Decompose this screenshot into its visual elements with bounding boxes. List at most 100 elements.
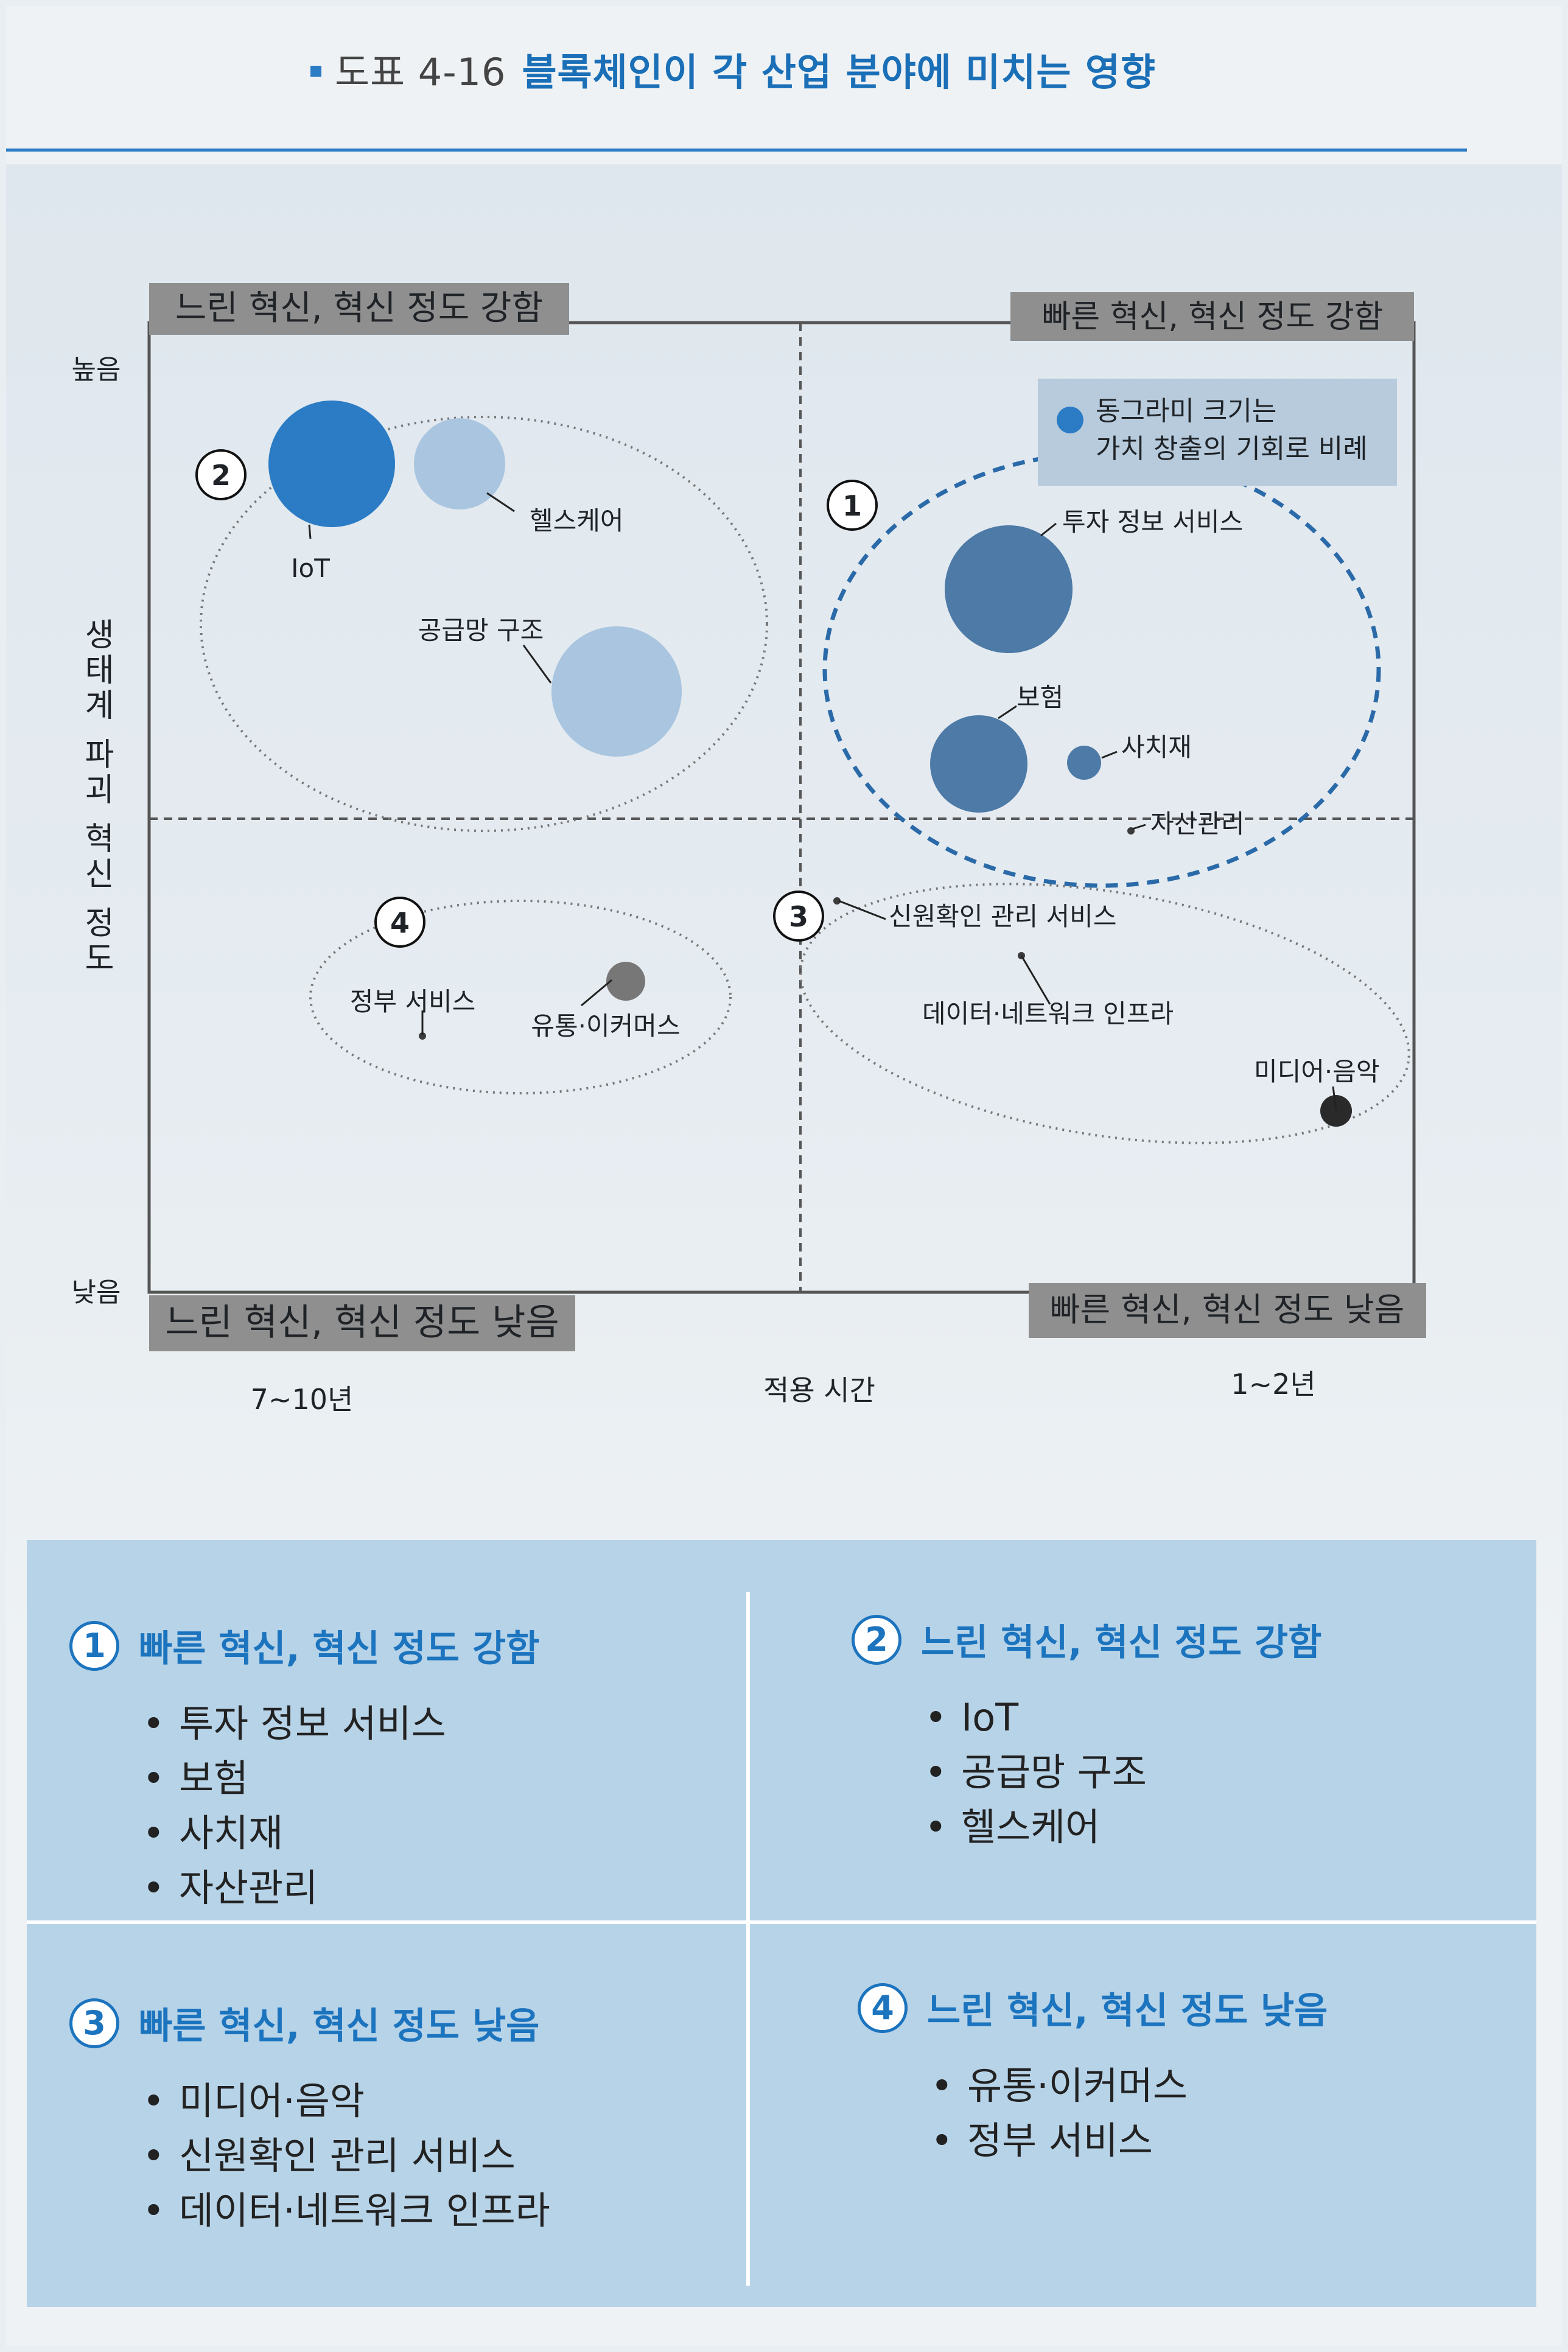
y-axis-low-label: 낮음 [72, 1277, 121, 1308]
summary-heading-2-text: 느린 혁신, 혁신 정도 강함 [921, 1622, 1322, 1664]
blockchain-impact-diagram: 느린 혁신, 혁신 정도 강함 빠른 혁신, 혁신 정도 강함 느린 혁신, 혁… [72, 283, 1426, 1416]
summary-vertical-divider [746, 1592, 750, 2286]
summary-badge-1: 1 [69, 1620, 119, 1671]
leader-supply-chain [522, 645, 552, 684]
quadrant-tag-top-right-text: 빠른 혁신, 혁신 정도 강함 [1041, 299, 1383, 335]
summary-cell-1: 1 빠른 혁신, 혁신 정도 강함 투자 정보 서비스 보험 사치재 자산관리 [69, 1619, 539, 1916]
leader-insurance [998, 705, 1017, 719]
summary-heading-1-text: 빠른 혁신, 혁신 정도 강함 [139, 1628, 540, 1670]
summary-heading-2: 2 느린 혁신, 혁신 정도 강함 [852, 1613, 1321, 1666]
group-badge-1: 1 [827, 480, 878, 531]
book-page: 도표 4-16 블록체인이 각 산업 분야에 미치는 영향 느린 혁신, 혁신 정… [6, 6, 1562, 2346]
group-badge-2-text: 2 [211, 459, 231, 492]
label-asset: 자산관리 [1150, 809, 1245, 839]
bubble-healthcare [414, 418, 505, 509]
bubble-credit [833, 897, 841, 905]
group-3-outline [799, 883, 1410, 1144]
quadrant-tag-top-left-text: 느린 혁신, 혁신 정도 강함 [175, 289, 543, 328]
list-item: 공급망 구조 [925, 1745, 1321, 1800]
leader-credit [838, 900, 886, 920]
label-healthcare: 헬스케어 [530, 506, 624, 536]
quadrant-tag-bottom-left: 느린 혁신, 혁신 정도 낮음 [149, 1295, 575, 1351]
label-distribution: 유통·이커머스 [531, 1011, 680, 1041]
figure-title: 도표 4-16 블록체인이 각 산업 분야에 미치는 영향 [310, 41, 1156, 96]
summary-panel: 1 빠른 혁신, 혁신 정도 강함 투자 정보 서비스 보험 사치재 자산관리 … [27, 1540, 1536, 2307]
summary-heading-4: 4 느린 혁신, 혁신 정도 낮음 [858, 1981, 1328, 2034]
leader-investment [1040, 522, 1057, 537]
list-item: 보험 [142, 1751, 539, 1806]
leader-luxury [1101, 751, 1118, 759]
quadrant-tag-top-left: 느린 혁신, 혁신 정도 강함 [149, 283, 569, 335]
list-item: 헬스케어 [925, 1800, 1321, 1855]
y-axis-high-label: 높음 [72, 354, 121, 385]
legend-box [1038, 379, 1397, 486]
quadrant-tag-bottom-left-text: 느린 혁신, 혁신 정도 낮음 [165, 1301, 559, 1344]
label-data-infra: 데이터·네트워크 인프라 [922, 999, 1174, 1029]
summary-heading-3: 3 빠른 혁신, 혁신 정도 낮음 [69, 1997, 550, 2049]
summary-badge-3: 3 [69, 1998, 119, 2048]
summary-horizontal-divider [27, 1920, 1536, 1924]
list-item: 자산관리 [142, 1861, 539, 1916]
list-item: 유통·이커머스 [931, 2059, 1328, 2113]
summary-cell-4: 4 느린 혁신, 혁신 정도 낮음 유통·이커머스 정부 서비스 [858, 1981, 1328, 2168]
leader-distribution [581, 979, 612, 1007]
bubble-government [419, 1032, 426, 1040]
plot-frame [147, 321, 1416, 1294]
label-luxury: 사치재 [1121, 732, 1192, 762]
list-item: 미디어·음악 [142, 2074, 550, 2129]
summary-list-4: 유통·이커머스 정부 서비스 [858, 2059, 1328, 2168]
list-item: 사치재 [142, 1806, 539, 1861]
group-badge-4: 4 [374, 897, 425, 948]
figure-number: 도표 4-16 [335, 50, 506, 94]
leader-iot [308, 524, 312, 539]
bubble-luxury [1067, 746, 1101, 780]
bubble-insurance [930, 715, 1027, 813]
bubble-distribution [606, 962, 645, 1001]
summary-cell-3: 3 빠른 혁신, 혁신 정도 낮음 미디어·음악 신원확인 관리 서비스 데이터… [69, 1997, 550, 2238]
legend-line-1: 동그라미 크기는 [1096, 396, 1276, 427]
group-badge-2: 2 [195, 449, 247, 500]
label-media: 미디어·음악 [1254, 1057, 1380, 1087]
label-credit: 신원확인 관리 서비스 [889, 901, 1116, 931]
leader-healthcare [486, 492, 515, 513]
list-item: 투자 정보 서비스 [142, 1696, 539, 1751]
leader-asset [1132, 824, 1146, 830]
group-badge-3: 3 [773, 891, 824, 942]
group-4-outline [309, 900, 732, 1094]
x-axis-right-label: 1~2년 [1231, 1368, 1315, 1401]
label-government: 정부 서비스 [350, 987, 476, 1017]
group-badge-4-text: 4 [390, 906, 410, 939]
label-insurance: 보험 [1017, 682, 1063, 712]
title-rule [6, 149, 1467, 152]
summary-cell-2: 2 느린 혁신, 혁신 정도 강함 IoT 공급망 구조 헬스케어 [852, 1613, 1321, 1855]
group-badge-3-text: 3 [789, 900, 808, 933]
group-badge-1-text: 1 [842, 489, 862, 522]
x-axis-left-label: 7~10년 [251, 1383, 354, 1416]
figure-title-text: 블록체인이 각 산업 분야에 미치는 영향 [522, 50, 1157, 94]
label-investment: 투자 정보 서비스 [1062, 507, 1243, 537]
summary-badge-4: 4 [858, 1983, 908, 2033]
bubble-investment [945, 525, 1073, 653]
summary-heading-4-text: 느린 혁신, 혁신 정도 낮음 [927, 1990, 1328, 2032]
list-item: IoT [925, 1690, 1321, 1745]
quadrant-tag-top-right: 빠른 혁신, 혁신 정도 강함 [1010, 292, 1414, 341]
list-item: 데이터·네트워크 인프라 [142, 2183, 550, 2238]
bubble-supply-chain [551, 626, 682, 757]
label-iot: IoT [291, 553, 330, 583]
x-axis-label: 적용 시간 [763, 1374, 875, 1407]
summary-list-1: 투자 정보 서비스 보험 사치재 자산관리 [69, 1696, 539, 1916]
group-2-outline [200, 416, 768, 832]
leader-data-infra [1020, 955, 1051, 1005]
summary-list-2: IoT 공급망 구조 헬스케어 [852, 1690, 1321, 1855]
summary-badge-2: 2 [852, 1614, 901, 1665]
summary-heading-1: 1 빠른 혁신, 혁신 정도 강함 [69, 1619, 539, 1672]
summary-heading-3-text: 빠른 혁신, 혁신 정도 낮음 [139, 2005, 540, 2048]
leader-media [1332, 1086, 1337, 1111]
y-axis-label: 생태계 파괴 혁신 정도 [78, 618, 114, 977]
list-item: 신원확인 관리 서비스 [142, 2129, 550, 2183]
legend-circle-icon [1057, 407, 1083, 433]
quadrant-tag-bottom-right: 빠른 혁신, 혁신 정도 낮음 [1029, 1283, 1426, 1338]
legend-line-2: 가치 창출의 기회로 비례 [1096, 433, 1368, 464]
summary-list-3: 미디어·음악 신원확인 관리 서비스 데이터·네트워크 인프라 [69, 2074, 550, 2238]
list-item: 정부 서비스 [931, 2113, 1328, 2168]
